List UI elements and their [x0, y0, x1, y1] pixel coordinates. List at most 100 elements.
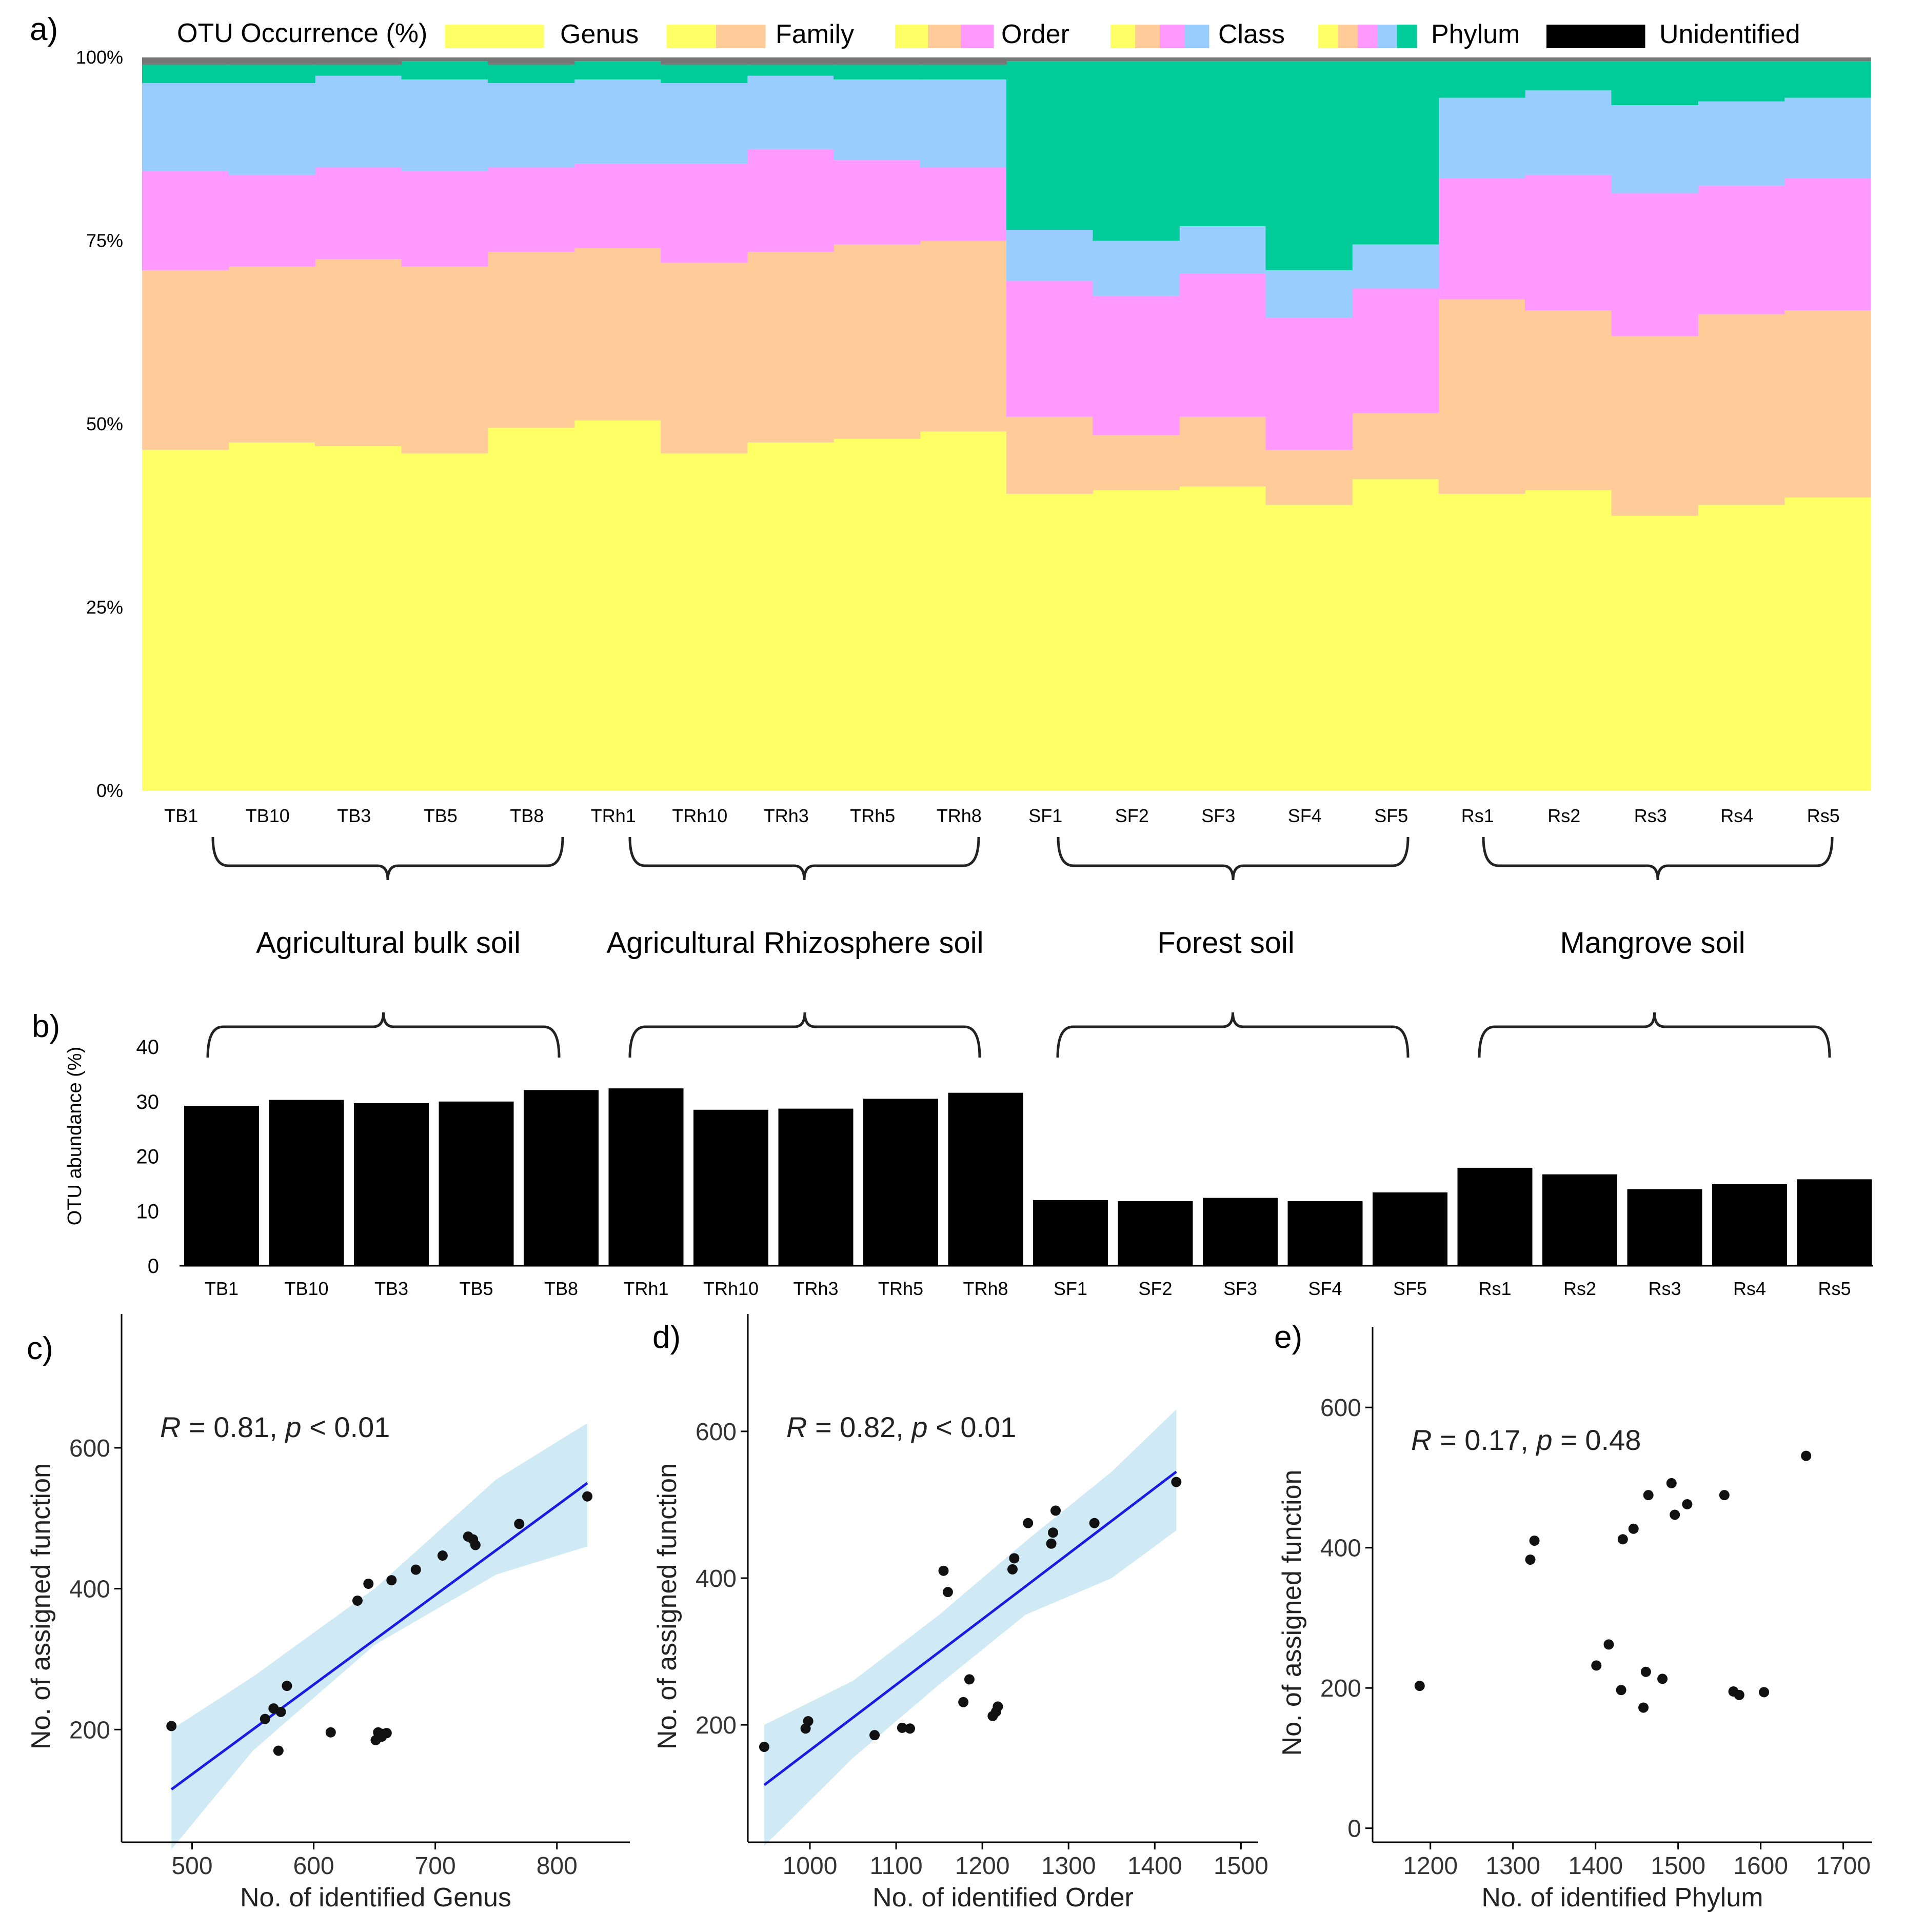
data-point — [282, 1681, 292, 1691]
bar-segment-unidentified-sf1 — [1006, 57, 1094, 62]
panel-a-stacked-bar: 0% 25% 50% 75% 100% TB1 TB10 TB3 TB5 TB8 TRh1 TRh10… — [76, 47, 1871, 826]
bar-segment-class-sf5 — [1352, 244, 1439, 289]
bar-b-sf5 — [1373, 1192, 1447, 1266]
stat-p: p — [1535, 1424, 1552, 1456]
xtick-b-sf1: SF1 — [1054, 1278, 1087, 1299]
xtick-a-tb8: TB8 — [510, 805, 544, 826]
bar-segment-class-trh8 — [920, 79, 1007, 168]
bar-segment-order-rs4 — [1698, 186, 1785, 314]
xtick-label-500: 500 — [171, 1853, 212, 1880]
legend-swatch-phylum-phylum — [1397, 25, 1417, 48]
bar-segment-family-trh8 — [920, 241, 1007, 432]
data-point — [897, 1722, 907, 1733]
bracket-a-0 — [211, 836, 564, 881]
data-point — [468, 1534, 479, 1545]
bar-b-tb5 — [439, 1101, 514, 1266]
data-point — [381, 1728, 392, 1739]
data-point — [1047, 1527, 1058, 1538]
stat-annotation: R = 0.17, p = 0.48 — [1411, 1424, 1641, 1456]
bar-segment-unidentified-trh1 — [574, 57, 661, 62]
data-point — [1666, 1478, 1677, 1488]
panel-label-b: b) — [32, 1009, 60, 1044]
panel-d-scatter: 1000 1100 1200 1300 1400 1500 200 400 600 R = 0.8… — [652, 1314, 1268, 1913]
ytick-label-200: 200 — [69, 1717, 110, 1744]
legend: OTU Occurrence (%) Genus Family Order Class… — [177, 18, 1800, 49]
ytick-label-600: 600 — [69, 1435, 110, 1462]
bar-segment-class-rs5 — [1784, 97, 1871, 178]
bar-segment-family-sf4 — [1265, 450, 1353, 505]
legend-swatch-family-family — [716, 25, 766, 48]
xtick-label-700: 700 — [415, 1853, 456, 1880]
xtick-a-tb10: TB10 — [246, 805, 290, 826]
bar-segment-order-rs2 — [1525, 174, 1612, 311]
bar-segment-genus-sf3 — [1179, 486, 1266, 791]
bar-b-trh1 — [608, 1088, 684, 1266]
bar-segment-class-sf3 — [1179, 226, 1266, 274]
bar-segment-family-tb5 — [401, 266, 488, 454]
panel-b-ylabel: OTU abundance (%) — [64, 1047, 86, 1226]
bar-segment-unidentified-rs3 — [1611, 57, 1698, 62]
group-label-agricultural-bulk: Agricultural bulk soil — [256, 926, 521, 960]
xtick-label-1000: 1000 — [783, 1853, 838, 1880]
legend-title: OTU Occurrence (%) — [177, 18, 427, 48]
xtick-label-800: 800 — [537, 1853, 578, 1880]
data-point — [514, 1519, 525, 1529]
bar-segment-phylum-sf2 — [1093, 61, 1180, 241]
bar-segment-order-tb1 — [142, 171, 229, 270]
bar-segment-family-sf5 — [1352, 413, 1439, 480]
bar-segment-class-tb8 — [488, 83, 575, 168]
bracket-b-3 — [1478, 1012, 1831, 1058]
bar-segment-class-tb3 — [315, 75, 402, 168]
bar-segment-family-tb3 — [315, 259, 402, 446]
bar-segment-unidentified-tb8 — [488, 57, 575, 65]
xtick-a-trh5: TRh5 — [850, 805, 895, 826]
bar-segment-phylum-trh5 — [834, 65, 921, 79]
xtick-label-1500: 1500 — [1651, 1853, 1705, 1880]
legend-swatch-class-class — [1184, 25, 1209, 48]
bar-segment-unidentified-trh5 — [834, 57, 921, 65]
data-point — [1640, 1666, 1651, 1677]
bar-segment-class-tb1 — [142, 83, 229, 171]
bar-segment-class-trh10 — [661, 83, 748, 164]
xtick-label-1400: 1400 — [1127, 1853, 1182, 1880]
bar-segment-family-rs5 — [1784, 310, 1871, 497]
bar-segment-order-tb5 — [401, 171, 488, 267]
xtick-label-1100: 1100 — [869, 1853, 922, 1880]
bar-segment-class-sf4 — [1265, 270, 1353, 318]
xtick-b-sf3: SF3 — [1223, 1278, 1257, 1299]
bar-segment-unidentified-sf2 — [1093, 57, 1180, 62]
data-point — [1617, 1534, 1628, 1545]
xtick-a-sf4: SF4 — [1288, 805, 1322, 826]
bar-segment-genus-tb5 — [401, 453, 488, 791]
xtick-a-sf5: SF5 — [1374, 805, 1408, 826]
data-point — [1089, 1518, 1100, 1528]
bar-segment-phylum-sf3 — [1179, 61, 1266, 226]
stat-annotation: R = 0.81, p < 0.01 — [160, 1411, 390, 1443]
bracket-b-2 — [1056, 1012, 1410, 1058]
bar-segment-unidentified-trh10 — [661, 57, 748, 65]
ytick-b-3: 30 — [136, 1091, 160, 1113]
data-point — [904, 1723, 915, 1734]
bar-segment-order-rs1 — [1438, 178, 1525, 300]
xtick-a-trh10: TRh10 — [672, 805, 727, 826]
bar-b-sf2 — [1118, 1201, 1193, 1266]
bar-segment-family-trh10 — [661, 263, 748, 454]
xtick-b-sf4: SF4 — [1308, 1278, 1342, 1299]
xtick-b-rs1: Rs1 — [1478, 1278, 1511, 1299]
bar-segment-unidentified-rs1 — [1438, 57, 1525, 62]
bar-segment-class-trh5 — [834, 79, 921, 161]
bar-segment-genus-sf2 — [1093, 490, 1180, 791]
bar-segment-order-rs3 — [1611, 193, 1698, 336]
xtick-b-trh10: TRh10 — [703, 1278, 759, 1299]
bar-segment-unidentified-rs2 — [1525, 57, 1612, 62]
xtick-a-rs3: Rs3 — [1634, 805, 1667, 826]
bar-segment-family-sf3 — [1179, 416, 1266, 487]
group-label-agricultural-rhizosphere: Agricultural Rhizosphere soil — [607, 926, 984, 960]
bar-segment-class-sf1 — [1006, 230, 1094, 282]
bar-segment-unidentified-rs5 — [1784, 57, 1871, 62]
bar-segment-class-rs2 — [1525, 90, 1612, 175]
xtick-b-rs3: Rs3 — [1648, 1278, 1681, 1299]
xtick-b-rs2: Rs2 — [1563, 1278, 1596, 1299]
bar-segment-family-sf1 — [1006, 416, 1094, 494]
ytick-b-0: 0 — [148, 1255, 159, 1278]
